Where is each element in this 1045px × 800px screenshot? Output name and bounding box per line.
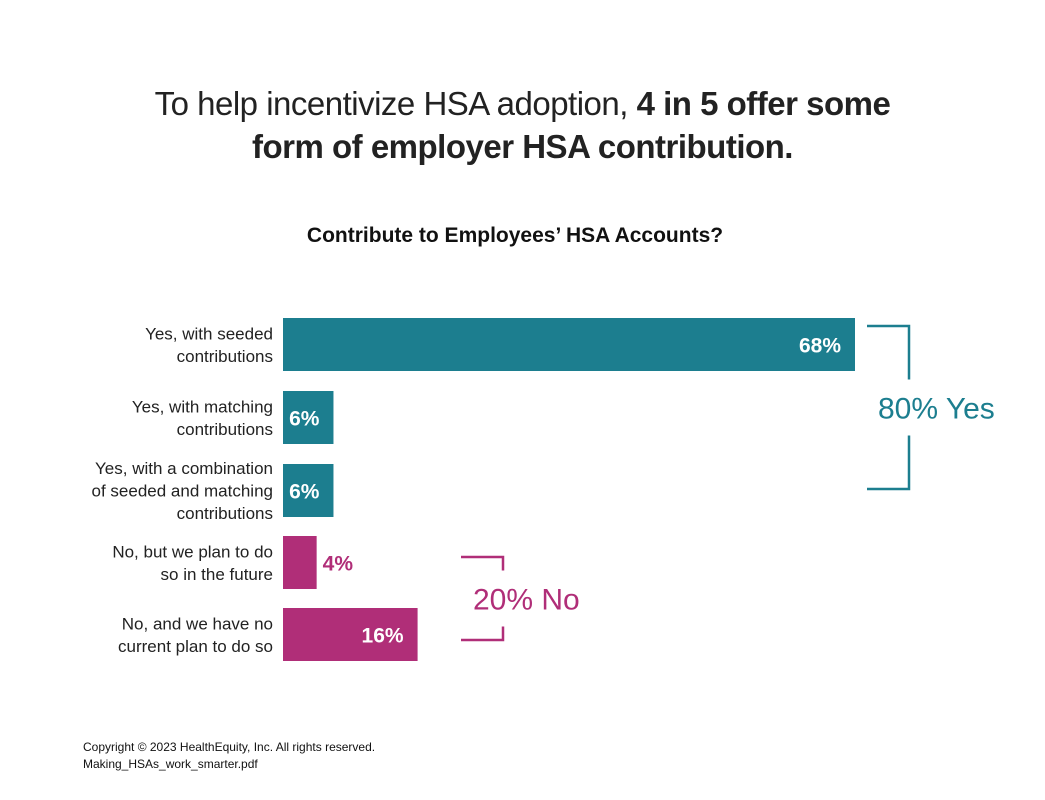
group-bracket-bottom-1 xyxy=(461,626,505,642)
bar-value-label-2: 6% xyxy=(289,481,320,504)
bar-value-label-0: 68% xyxy=(799,335,841,358)
category-label-2-line-1: of seeded and matching xyxy=(92,482,273,501)
group-bracket-bottom-0 xyxy=(867,435,911,491)
headline-bold-1: 4 in 5 offer some xyxy=(636,85,891,122)
bar-2 xyxy=(283,464,334,517)
footer: Copyright © 2023 HealthEquity, Inc. All … xyxy=(83,739,375,773)
group-bracket-top-1 xyxy=(461,555,505,571)
group-label-1: 20% No xyxy=(473,584,580,617)
group-label-0: 80% Yes xyxy=(878,393,995,426)
category-label-1-line-1: contributions xyxy=(177,420,273,439)
category-label-3-line-0: No, but we plan to do xyxy=(112,542,273,561)
headline: To help incentivize HSA adoption, 4 in 5… xyxy=(0,82,1045,168)
bar-value-label-1: 6% xyxy=(289,408,320,431)
category-label-3-line-1: so in the future xyxy=(161,565,273,584)
headline-line-2: form of employer HSA contribution. xyxy=(252,128,793,165)
group-bracket-top-0 xyxy=(867,324,911,380)
bar-value-label-4: 16% xyxy=(362,625,404,648)
bar-1 xyxy=(283,391,334,444)
category-label-0-line-1: contributions xyxy=(177,347,273,366)
category-label-2-line-2: contributions xyxy=(177,504,273,523)
category-label-4-line-0: No, and we have no xyxy=(122,614,273,633)
bar-4 xyxy=(283,608,418,661)
copyright-text: Copyright © 2023 HealthEquity, Inc. All … xyxy=(83,740,376,754)
bar-0 xyxy=(283,318,855,371)
bar-value-label-3: 4% xyxy=(323,553,354,576)
chart-title: Contribute to Employees’ HSA Accounts? xyxy=(306,224,724,247)
source-filename: Making_HSAs_work_smarter.pdf xyxy=(83,757,258,771)
headline-regular: To help incentivize HSA adoption, xyxy=(154,85,637,122)
headline-line-1: To help incentivize HSA adoption, 4 in 5… xyxy=(0,82,1045,125)
bar-3 xyxy=(283,536,317,589)
category-label-0-line-0: Yes, with seeded xyxy=(145,324,273,343)
category-label-2-line-0: Yes, with a combination xyxy=(95,459,273,478)
category-label-4-line-1: current plan to do so xyxy=(118,637,273,656)
category-label-1-line-0: Yes, with matching xyxy=(132,397,273,416)
